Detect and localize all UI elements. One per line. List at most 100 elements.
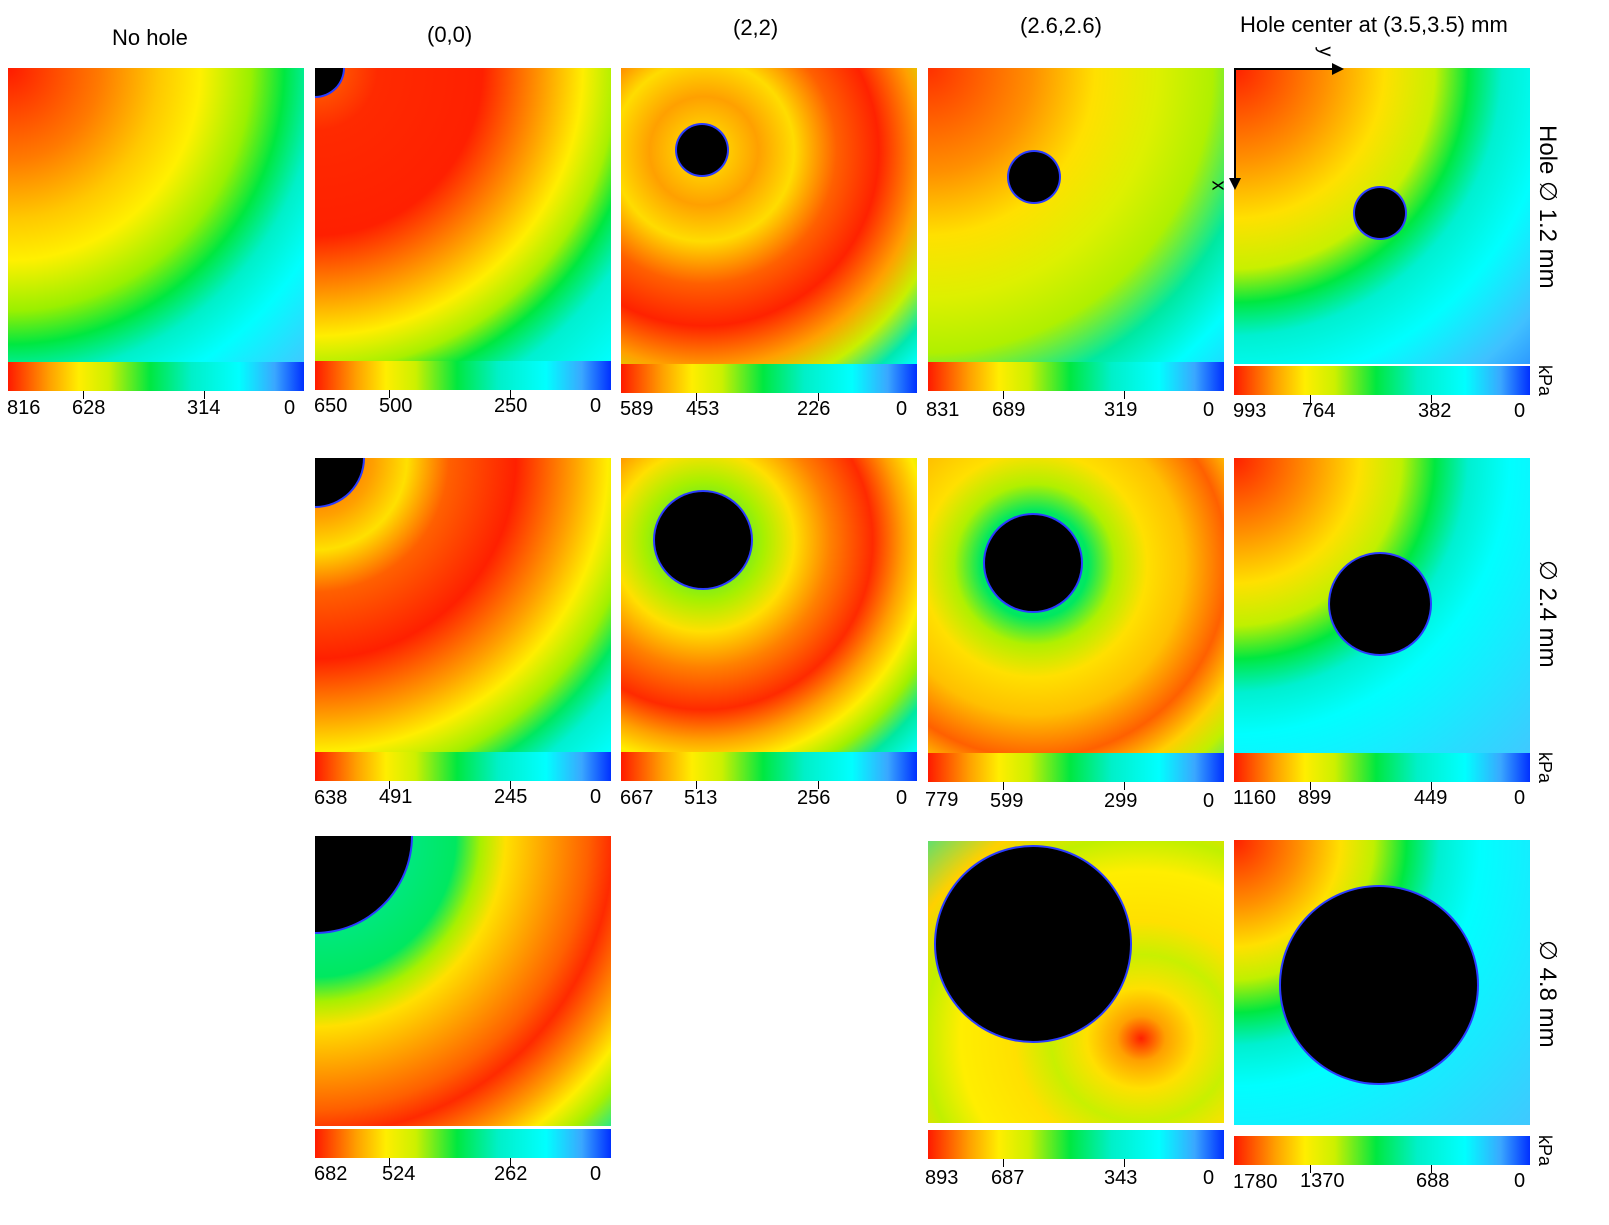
- stress-map-3-5-3-5-d4-8: [1234, 840, 1530, 1125]
- row-label-2-4mm: ∅ 2.4 mm: [1534, 560, 1561, 668]
- colorbar-2-6-2-6-d2-4: [928, 753, 1224, 782]
- tick-label: 449: [1414, 787, 1448, 809]
- tick-mark: [1124, 782, 1125, 790]
- tick-label: 0: [590, 1163, 602, 1185]
- tick-mark: [1310, 782, 1311, 790]
- tick-label: 0: [1203, 1167, 1215, 1189]
- colorbar-0-0-d2-4: [315, 752, 611, 781]
- tick-label: 226: [797, 398, 831, 420]
- hole-icon: [1330, 554, 1430, 654]
- tick-label: 764: [1302, 400, 1336, 422]
- y-axis-label: y: [1314, 46, 1337, 57]
- tick-label: 513: [684, 787, 718, 809]
- column-header-0-0: (0,0): [427, 22, 473, 47]
- tick-mark: [1003, 1159, 1004, 1167]
- tick-mark: [1431, 395, 1432, 403]
- tick-label: 262: [494, 1163, 528, 1185]
- tick-label: 524: [382, 1163, 416, 1185]
- unit-label-row2: kPa: [1535, 752, 1555, 784]
- tick-mark: [1124, 391, 1125, 399]
- stress-map-no-hole: [8, 68, 304, 364]
- colorbar-no-hole: [8, 362, 304, 391]
- stress-map-0-0-d2-4: [315, 458, 611, 754]
- hole-icon: [315, 68, 343, 96]
- stress-map-2-2-d1-2: [621, 68, 917, 364]
- unit-label-row1: kPa: [1535, 365, 1555, 397]
- tick-label: 993: [1233, 400, 1267, 422]
- tick-mark: [389, 390, 390, 398]
- hole-icon: [985, 515, 1081, 611]
- colorbar-0-0-d4-8: [315, 1129, 611, 1158]
- hole-icon: [1281, 887, 1477, 1083]
- tick-label: 650: [314, 395, 348, 417]
- tick-label: 343: [1104, 1167, 1138, 1189]
- tick-label: 682: [314, 1163, 348, 1185]
- stress-map-3-5-3-5-d2-4: [1234, 458, 1530, 754]
- row-label-1-2mm: Hole ∅ 1.2 mm: [1534, 125, 1561, 289]
- column-header-2-6-2-6: (2.6,2.6): [1020, 13, 1102, 38]
- tick-label: 314: [187, 397, 221, 419]
- tick-label: 250: [494, 395, 528, 417]
- stress-map-2-2-d2-4: [621, 458, 917, 754]
- tick-mark: [818, 393, 819, 401]
- column-header-3-5-3-5: Hole center at (3.5,3.5) mm: [1240, 12, 1508, 37]
- tick-mark: [1003, 391, 1004, 399]
- tick-label: 899: [1298, 787, 1332, 809]
- tick-label: 628: [72, 397, 106, 419]
- colorbar-3-5-3-5-d1-2: [1234, 366, 1530, 395]
- tick-label: 299: [1104, 790, 1138, 812]
- tick-mark: [1003, 782, 1004, 790]
- tick-label: 382: [1418, 400, 1452, 422]
- stress-map-0-0-d1-2: [315, 68, 611, 364]
- tick-label: 687: [991, 1167, 1025, 1189]
- x-axis-label: x: [1207, 180, 1230, 191]
- tick-mark: [83, 391, 84, 399]
- tick-label: 245: [494, 786, 528, 808]
- colorbar-2-2-d1-2: [621, 364, 917, 393]
- tick-label: 0: [896, 398, 908, 420]
- tick-label: 0: [1514, 1170, 1526, 1192]
- column-header-no-hole: No hole: [112, 25, 188, 50]
- colorbar-0-0-d1-2: [315, 361, 611, 390]
- hole-icon: [677, 125, 727, 175]
- tick-label: 779: [925, 789, 959, 811]
- tick-label: 0: [1203, 790, 1215, 812]
- hole-icon: [315, 458, 363, 506]
- tick-label: 0: [1203, 399, 1215, 421]
- hole-icon: [1355, 188, 1405, 238]
- tick-label: 453: [686, 398, 720, 420]
- tick-label: 1370: [1300, 1170, 1345, 1192]
- tick-mark: [1124, 1159, 1125, 1167]
- tick-label: 688: [1416, 1170, 1450, 1192]
- x-axis-arrowhead-icon: [1229, 178, 1241, 190]
- stress-map-2-6-2-6-d2-4: [928, 458, 1224, 754]
- colorbar-3-5-3-5-d4-8: [1234, 1136, 1530, 1165]
- tick-label: 0: [590, 395, 602, 417]
- tick-mark: [389, 781, 390, 789]
- tick-label: 0: [284, 397, 296, 419]
- colorbar-3-5-3-5-d2-4: [1234, 753, 1530, 782]
- tick-label: 0: [590, 786, 602, 808]
- stress-map-3-5-3-5-d1-2: [1234, 68, 1530, 364]
- tick-label: 667: [620, 787, 654, 809]
- colorbar-2-2-d2-4: [621, 752, 917, 781]
- tick-label: 831: [926, 399, 960, 421]
- tick-mark: [1431, 782, 1432, 790]
- stress-map-2-6-2-6-d4-8: [928, 841, 1224, 1123]
- tick-label: 1160: [1233, 787, 1277, 809]
- row-label-4-8mm: ∅ 4.8 mm: [1534, 940, 1561, 1048]
- tick-label: 0: [1514, 787, 1526, 809]
- tick-mark: [696, 393, 697, 401]
- tick-mark: [510, 1158, 511, 1166]
- tick-mark: [389, 1158, 390, 1166]
- y-axis-arrow: [1234, 68, 1334, 70]
- hole-icon: [936, 847, 1130, 1041]
- stress-map-0-0-d4-8: [315, 836, 611, 1126]
- y-axis-arrowhead-icon: [1332, 63, 1344, 75]
- colorbar-2-6-2-6-d4-8: [928, 1130, 1224, 1159]
- tick-mark: [1431, 1165, 1432, 1173]
- hole-icon: [315, 836, 411, 932]
- tick-label: 589: [620, 398, 654, 420]
- hole-icon: [1009, 152, 1059, 202]
- tick-label: 638: [314, 787, 348, 809]
